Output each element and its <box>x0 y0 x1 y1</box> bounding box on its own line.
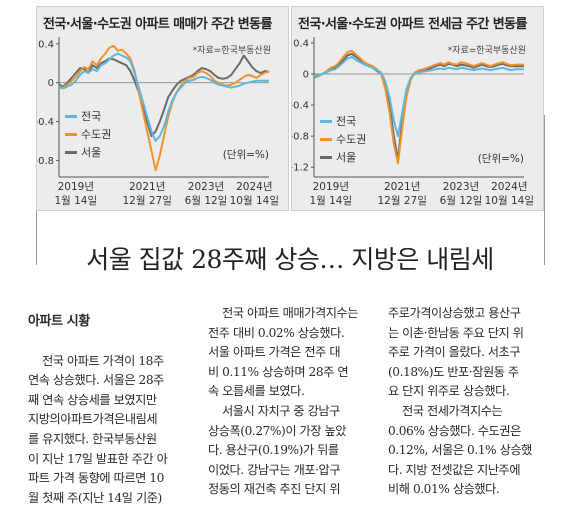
text-line: 지방의아파트가격은내림세 <box>28 412 158 427</box>
x-tick-label-year: 2023년 <box>443 181 479 193</box>
y-tick-label: 0 <box>303 69 309 80</box>
text-line: 전주 대비 0.02% 상승했다. <box>208 325 345 340</box>
chart-source-note: *자료=한국부동산원 <box>193 45 271 56</box>
x-tick-label-date: 1월 14일 <box>309 194 352 207</box>
text-line: 이 지난 17일 발표한 주간 아 <box>28 451 168 466</box>
x-tick-label-date: 6월 12일 <box>185 194 228 207</box>
text-line: 상승폭(0.27%)이 가장 높았 <box>208 423 347 438</box>
series-line-metro <box>58 44 270 172</box>
text-line: 0.06% 상승했다. 수도권은 <box>388 423 521 438</box>
x-tick-label-date: 12월 27일 <box>378 194 427 207</box>
chart-unit-label: (단위=%) <box>478 152 524 165</box>
text-line: 전국 아파트 매매가격지수는 <box>222 306 358 320</box>
chart-jeonse-price-title: 전국·서울·수도권 아파트 전세금 주간 변동률 <box>298 17 527 32</box>
x-tick-label-date: 6월 12일 <box>440 194 483 207</box>
text-line: 다. 지방 전셋값은 지난주에 <box>388 462 521 477</box>
article-headline: 서울 집값 28주째 상승… 지방은 내림세 <box>86 245 494 274</box>
legend-label-national: 전국 <box>336 115 356 128</box>
text-line: 월 첫째 주(지난 14일 기준) <box>28 490 162 505</box>
section-head: 아파트 시황 <box>28 314 90 329</box>
x-tick-label-date: 10월 14일 <box>230 194 279 207</box>
text-line: 째 연속 상승세를 보였지만 <box>28 392 157 407</box>
legend-label-seoul: 서울 <box>81 146 101 159</box>
legend-label-metro: 수도권 <box>81 128 111 141</box>
text-line: 0.12%, 서울은 0.1% 상승했 <box>388 443 532 458</box>
x-tick-label-date: 10월 14일 <box>485 194 534 207</box>
y-tick-label: 0 <box>48 78 54 89</box>
legend-label-national: 전국 <box>81 110 101 123</box>
y-tick-label: -0.8 <box>292 132 309 143</box>
text-line: 주로 가격이 올랐다. 서초구 <box>388 345 521 360</box>
y-tick-label: -0.4 <box>292 101 309 112</box>
x-tick-label-year: 2019년 <box>313 181 349 193</box>
text-line: 주로가격이상승했고 용산구 <box>388 306 521 320</box>
col3-paragraph-2: 전국 전세가격지수는 0.06% 상승했다. 수도권은 0.12%, 서울은 0.1… <box>388 402 562 500</box>
x-tick-label-year: 2021년 <box>384 181 420 193</box>
text-line: 전국 아파트 가격이 18주 <box>42 353 164 368</box>
text-line: 비해 0.01% 상승했다. <box>388 482 500 497</box>
y-tick-label: -0.4 <box>37 117 54 128</box>
x-tick-label-year: 2023년 <box>188 181 224 193</box>
text-line: 속 오름세를 보였다. <box>208 384 305 399</box>
x-tick-label-date: 12월 27일 <box>123 194 172 207</box>
series-line-national <box>314 55 524 138</box>
frame-right-line <box>544 115 545 265</box>
x-tick-label-year: 2024년 <box>236 181 272 193</box>
text-line: 서울시 자치구 중 강남구 <box>222 403 340 418</box>
y-tick-label: -0.8 <box>37 156 54 167</box>
text-line: (0.18%)도 반포·잠원동 주 <box>388 364 519 379</box>
x-tick-label-year: 2019년 <box>58 181 94 193</box>
chart-unit-label: (단위=%) <box>223 148 269 161</box>
series-line-metro <box>314 49 524 165</box>
x-tick-label-year: 2024년 <box>491 181 527 193</box>
text-line: 정동의 재건축 추진 단지 위 <box>208 482 341 497</box>
legend-label-metro: 수도권 <box>336 133 366 146</box>
chart-source-note: *자료=한국부동산원 <box>448 45 526 56</box>
text-line: 다. 용산구(0.19%)가 뒤를 <box>208 443 339 458</box>
x-tick-label-date: 1월 14일 <box>54 194 97 207</box>
series-line-seoul <box>58 54 270 138</box>
y-tick-label: -1.2 <box>292 163 309 174</box>
x-tick-label-year: 2021년 <box>129 181 165 193</box>
text-line: 전국 전세가격지수는 <box>402 403 503 418</box>
text-line: 이었다. 강남구는 개포·압구 <box>208 462 341 477</box>
text-line: 는 이촌·한남동 주요 단지 위 <box>388 325 524 340</box>
series-line-national <box>58 52 269 142</box>
text-line: 연속 상승했다. 서울은 28주 <box>28 373 164 388</box>
text-line: 비 0.11% 상승하며 28주 연 <box>208 364 349 379</box>
y-tick-label: 0.4 <box>293 38 309 49</box>
legend-label-seoul: 서울 <box>336 151 356 164</box>
text-line: 요 단지 위주로 상승했다. <box>388 384 510 399</box>
chart-sale-price-title: 전국·서울·수도권 아파트 매매가 주간 변동률 <box>43 17 272 32</box>
text-line: 를 유지했다. 한국부동산원 <box>28 431 157 446</box>
y-tick-label: 0.4 <box>38 39 54 50</box>
text-line: 파트 가격 동향에 따르면 10 <box>28 471 164 486</box>
text-line: 서울 아파트 가격은 전주 대 <box>208 345 341 360</box>
